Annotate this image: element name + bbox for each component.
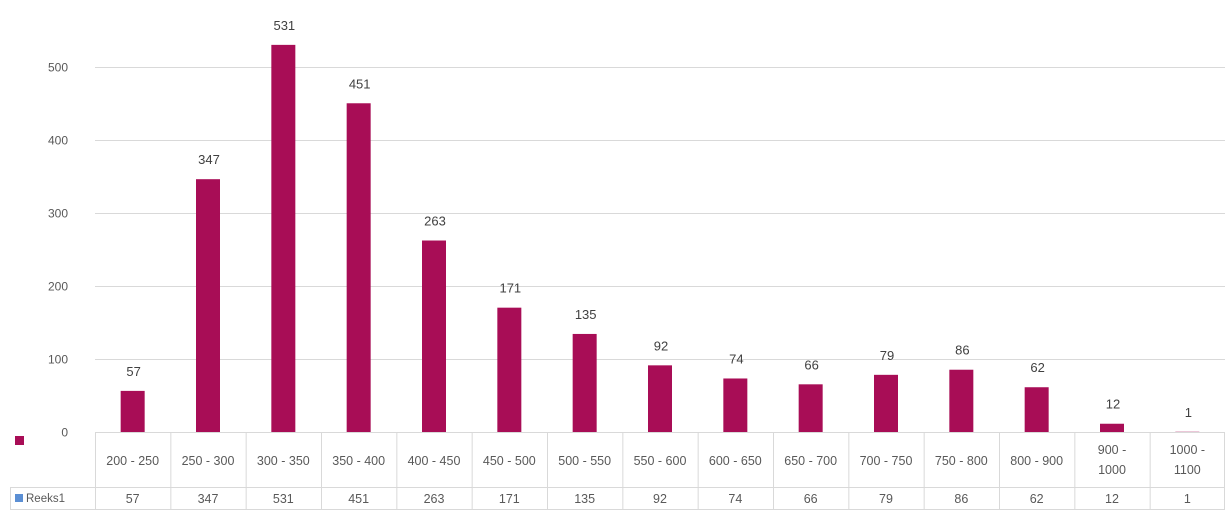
table-value: 92 [653,492,667,506]
table-value: 12 [1105,492,1119,506]
x-tick-label: 750 - 800 [935,454,988,468]
data-label: 12 [1106,397,1120,412]
bar [196,179,220,433]
table-value: 1 [1184,492,1191,506]
bar [1024,387,1049,433]
data-label: 451 [349,76,371,91]
data-labels: 57 347 531 451 263 171 135 92 74 66 79 86 62 12 1 [126,18,1192,420]
table-value: 347 [198,492,219,506]
bar [648,365,672,433]
y-tick-label: 400 [48,134,68,148]
bar [874,374,898,433]
data-label: 62 [1030,360,1044,375]
x-tick-label: 350 - 400 [332,454,385,468]
x-tick-label: 200 - 250 [106,454,159,468]
x-tick-label: 800 - 900 [1010,454,1063,468]
x-tick-label: 300 - 350 [257,454,310,468]
y-tick-label: 100 [48,353,68,367]
data-label: 74 [729,351,743,366]
table-value: 57 [126,492,140,506]
x-tick-label: 550 - 600 [634,454,687,468]
data-label: 86 [955,343,969,358]
table-value: 451 [348,492,369,506]
x-tick-label: 450 - 500 [483,454,536,468]
data-label: 92 [654,338,668,353]
bar [422,240,446,433]
series-marker [15,494,23,502]
table-value: 263 [424,492,445,506]
x-tick-label: 1100 [1174,463,1201,477]
bar [1100,423,1124,433]
x-tick-label: 250 - 300 [182,454,235,468]
y-tick-label: 0 [61,426,68,440]
x-tick-label: 700 - 750 [860,454,913,468]
table-value: 74 [728,492,742,506]
table-value: 531 [273,492,294,506]
data-label: 57 [126,364,140,379]
table-value: 171 [499,492,520,506]
x-tick-label: 900 - [1098,443,1127,457]
y-tick-label: 500 [48,61,68,75]
data-label: 347 [198,152,220,167]
bar [497,307,522,433]
x-tick-label: 400 - 450 [408,454,461,468]
series-name: Reeks1 [26,493,65,505]
data-label: 263 [424,214,446,229]
data-label: 79 [880,348,894,363]
data-label: 66 [804,357,818,372]
bar [271,44,296,433]
bars [120,44,1200,433]
data-table: 200 - 250 250 - 300 300 - 350 350 - 400 400 … [10,432,1225,510]
table-value: 135 [574,492,595,506]
x-tick-label: 600 - 650 [709,454,762,468]
data-label: 135 [575,307,597,322]
table-value: 66 [804,492,818,506]
data-label: 531 [273,18,295,33]
y-axis: 0 100 200 300 400 500 [48,61,68,440]
x-tick-label: 650 - 700 [784,454,837,468]
x-tick-label: 500 - 550 [558,454,611,468]
gridlines [95,67,1225,360]
y-tick-label: 200 [48,280,68,294]
legend-key [15,436,24,445]
data-label: 171 [499,281,521,296]
y-tick-label: 300 [48,207,68,221]
bar [798,384,823,433]
x-tick-label: 1000 - [1170,443,1205,457]
bar [120,390,145,433]
bar [572,333,597,433]
table-value: 62 [1030,492,1044,506]
data-label: 1 [1185,405,1192,420]
x-tick-label: 1000 [1098,463,1126,477]
table-value: 86 [954,492,968,506]
bar [949,369,974,433]
table-value: 79 [879,492,893,506]
bar [723,378,748,433]
bar [346,103,371,433]
